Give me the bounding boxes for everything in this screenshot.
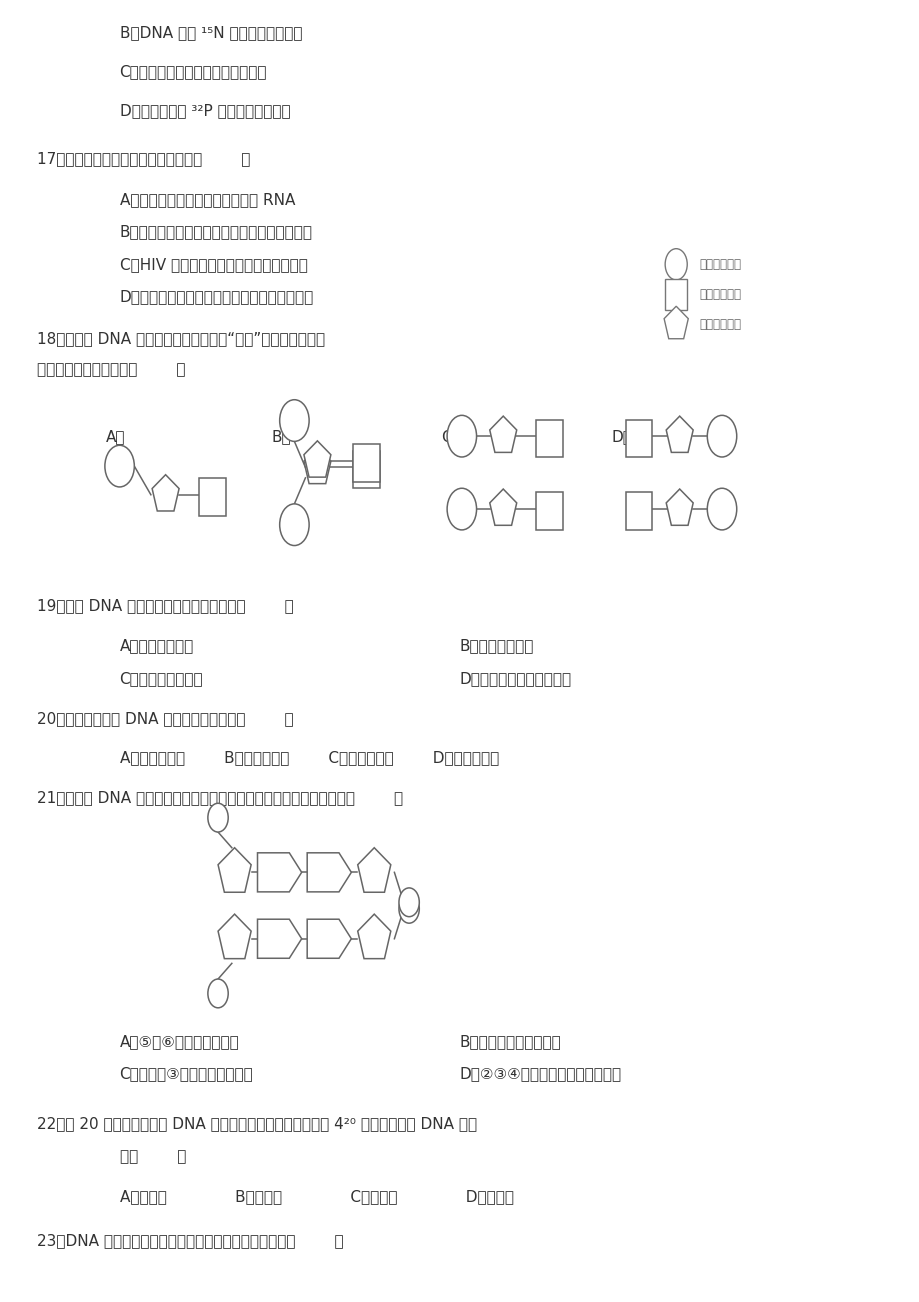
Text: A．特异性              B．多样性              C．稳定性              D．统一性: A．特异性 B．多样性 C．稳定性 D．统一性 [119,1189,513,1204]
Text: D．: D． [611,428,632,444]
Text: C．: C． [441,428,460,444]
Text: B．病毒可以直接培养在人工配制的的培养基上: B．病毒可以直接培养在人工配制的的培养基上 [119,224,312,240]
Polygon shape [665,417,692,452]
Text: 17．下列关于病毒的叙述，错误的是（        ）: 17．下列关于病毒的叙述，错误的是（ ） [37,151,250,167]
Polygon shape [489,417,516,452]
Circle shape [399,888,419,917]
Text: ①: ① [214,814,221,822]
Text: D．蛋白质可用 ³²P 放射性同位素标记: D．蛋白质可用 ³²P 放射性同位素标记 [119,103,289,118]
Text: ⑤: ⑤ [323,868,330,876]
Polygon shape [664,306,687,339]
Polygon shape [218,848,251,892]
Polygon shape [257,919,301,958]
Text: 代表含氮碱基: 代表含氮碱基 [698,288,741,301]
Text: B．: B． [271,428,290,444]
Text: C．图中的③代表的是脱氧核糖: C．图中的③代表的是脱氧核糖 [119,1066,253,1082]
Text: ⑥: ⑥ [370,868,378,876]
Polygon shape [218,914,251,958]
Bar [664,279,686,310]
Text: D．列文虎克和罗伯特虎克: D．列文虎克和罗伯特虎克 [460,671,572,686]
Text: 22．由 20 个碱基对组成的 DNA 分子片段，其种类数最多可达 4²⁰ 种，这体现了 DNA 分子: 22．由 20 个碱基对组成的 DNA 分子片段，其种类数最多可达 4²⁰ 种，… [37,1116,476,1131]
Text: 20．目前普遍认为 DNA 分子的空间结构是（        ）: 20．目前普遍认为 DNA 分子的空间结构是（ ） [37,711,293,727]
Circle shape [279,400,309,441]
Polygon shape [357,914,391,958]
Text: 代表磷酸基团: 代表磷酸基团 [698,258,741,271]
Text: 19．提出 DNA 双螺旋结构模型的科学家是（        ）: 19．提出 DNA 双螺旋结构模型的科学家是（ ） [37,598,293,613]
Circle shape [707,488,736,530]
Text: 23．DNA 检测之所以能锁定犯罪嵌疑人，主要的理由是（        ）: 23．DNA 检测之所以能锁定犯罪嵌疑人，主要的理由是（ ） [37,1233,343,1249]
Bar [536,419,562,457]
Polygon shape [307,853,351,892]
Polygon shape [303,448,331,483]
Text: 21．下图是 DNA 分子的局部组成示意图。下列有关叙述中，错误的是（        ）: 21．下图是 DNA 分子的局部组成示意图。下列有关叙述中，错误的是（ ） [37,790,403,806]
Bar [536,492,562,530]
Text: D．②③④可构成一个完整的核苷酸: D．②③④可构成一个完整的核苷酸 [460,1066,621,1082]
Circle shape [208,803,228,832]
Text: A．从烟草花叶病毒中可以提取到 RNA: A．从烟草花叶病毒中可以提取到 RNA [119,191,295,207]
Text: 代表脱氧核糖: 代表脱氧核糖 [698,318,741,331]
Text: C．HIV 可引起人的获得性免疫缺陷综合征: C．HIV 可引起人的获得性免疫缺陷综合征 [119,256,307,272]
Text: ②: ② [214,990,221,997]
Polygon shape [303,441,331,477]
Circle shape [447,488,476,530]
Bar [199,478,225,516]
Polygon shape [257,853,301,892]
Text: A．单螺旋结构        B．双螺旋结构        C．三螺旋结构        D．直线型结构: A．单螺旋结构 B．双螺旋结构 C．三螺旋结构 D．直线型结构 [119,750,498,766]
Text: D．阻断病毒的传播可降低其所致疾病的发病率: D．阻断病毒的传播可降低其所致疾病的发病率 [119,289,313,305]
Text: ④: ④ [274,868,280,876]
Text: A．施莱登和施旺: A．施莱登和施旺 [119,638,194,654]
Text: 下列连接中不正确的是（        ）: 下列连接中不正确的是（ ） [37,362,185,378]
Text: 的（        ）: 的（ ） [119,1148,186,1164]
Bar [353,444,380,482]
Text: C．孟德尔和摩尔根: C．孟德尔和摩尔根 [119,671,203,686]
Circle shape [664,249,686,280]
Text: 18．在制作 DNA 双螺旋结构模型时，各“部件”之间需要连接。: 18．在制作 DNA 双螺旋结构模型时，各“部件”之间需要连接。 [37,331,324,346]
Circle shape [399,894,419,923]
Circle shape [707,415,736,457]
Bar [625,419,652,457]
Polygon shape [665,490,692,525]
Text: B．沃森和克里克: B．沃森和克里克 [460,638,534,654]
Polygon shape [489,490,516,525]
Text: A．⑤和⑥间通过氢键连接: A．⑤和⑥间通过氢键连接 [119,1034,239,1049]
Bar [625,492,652,530]
Bar [353,450,380,488]
Polygon shape [357,848,391,892]
Circle shape [279,504,309,546]
Text: B．DNA 可用 ¹⁵N 放射性同位素标记: B．DNA 可用 ¹⁵N 放射性同位素标记 [119,25,301,40]
Text: A．: A． [106,428,125,444]
Circle shape [105,445,134,487]
Polygon shape [152,475,179,510]
Text: ③: ③ [231,868,238,876]
Circle shape [208,979,228,1008]
Polygon shape [307,919,351,958]
Circle shape [447,415,476,457]
Text: C．侵染大肠杆菌后会裂解宿主细胞: C．侵染大肠杆菌后会裂解宿主细胞 [119,64,267,79]
Text: B．图中两条链反向平行: B．图中两条链反向平行 [460,1034,562,1049]
